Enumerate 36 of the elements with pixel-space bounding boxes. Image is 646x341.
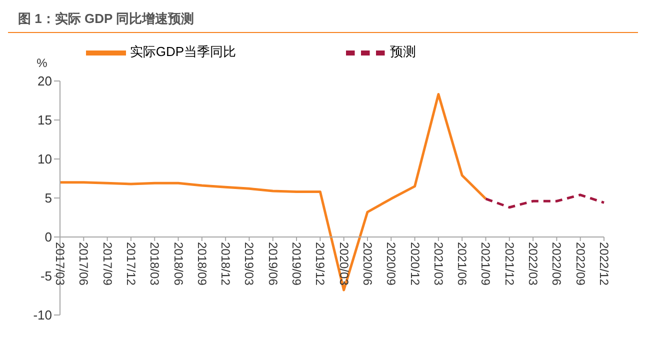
legend-label: 预测 [390, 44, 416, 60]
x-tick-label: 2022/09 [573, 242, 588, 286]
x-tick-label: 2020/03 [336, 242, 351, 286]
x-tick-label: 2022/06 [550, 242, 564, 286]
legend-label: 实际GDP当季同比 [130, 44, 236, 60]
x-tick-label: 2021/12 [502, 242, 516, 286]
y-tick-label: 0 [44, 230, 52, 245]
x-tick-label: 2017/12 [124, 242, 138, 286]
chart-title: 图 1：实际 GDP 同比增速预测 [8, 8, 638, 33]
line-series [484, 194, 606, 209]
x-tick-label: 2021/03 [431, 242, 446, 286]
y-tick-label: 20 [38, 74, 52, 89]
x-tick-label: 2019/12 [313, 242, 328, 286]
x-tick-label: 2019/03 [242, 242, 256, 286]
x-tick-label: 2020/09 [384, 242, 398, 286]
x-tick-label: 2022/12 [597, 242, 611, 286]
y-tick-label: 10 [38, 152, 52, 167]
x-tick-label: 2018/09 [194, 242, 209, 286]
x-tick-label: 2019/09 [290, 242, 304, 286]
x-tick-label: 2018/06 [171, 242, 186, 286]
y-tick-label: 15 [38, 112, 52, 128]
y-axis-title: % [36, 56, 48, 70]
x-tick-label: 2022/03 [526, 242, 540, 286]
x-tick-label: 2017/09 [100, 242, 114, 286]
y-tick-label: 5 [44, 190, 52, 206]
x-tick-label: 2021/06 [455, 242, 470, 286]
x-tick-label: 2019/06 [266, 242, 280, 286]
x-tick-label: 2018/12 [218, 242, 233, 286]
y-tick-label: -5 [40, 268, 52, 284]
x-tick-label: 2020/06 [360, 242, 374, 286]
x-tick-label: 2020/12 [408, 242, 422, 286]
x-tick-label: 2017/06 [76, 242, 91, 286]
x-tick-label: 2017/03 [53, 242, 67, 286]
x-tick-label: 2018/03 [148, 242, 162, 286]
x-tick-label: 2021/09 [478, 242, 493, 286]
y-tick-label: -10 [33, 308, 52, 323]
